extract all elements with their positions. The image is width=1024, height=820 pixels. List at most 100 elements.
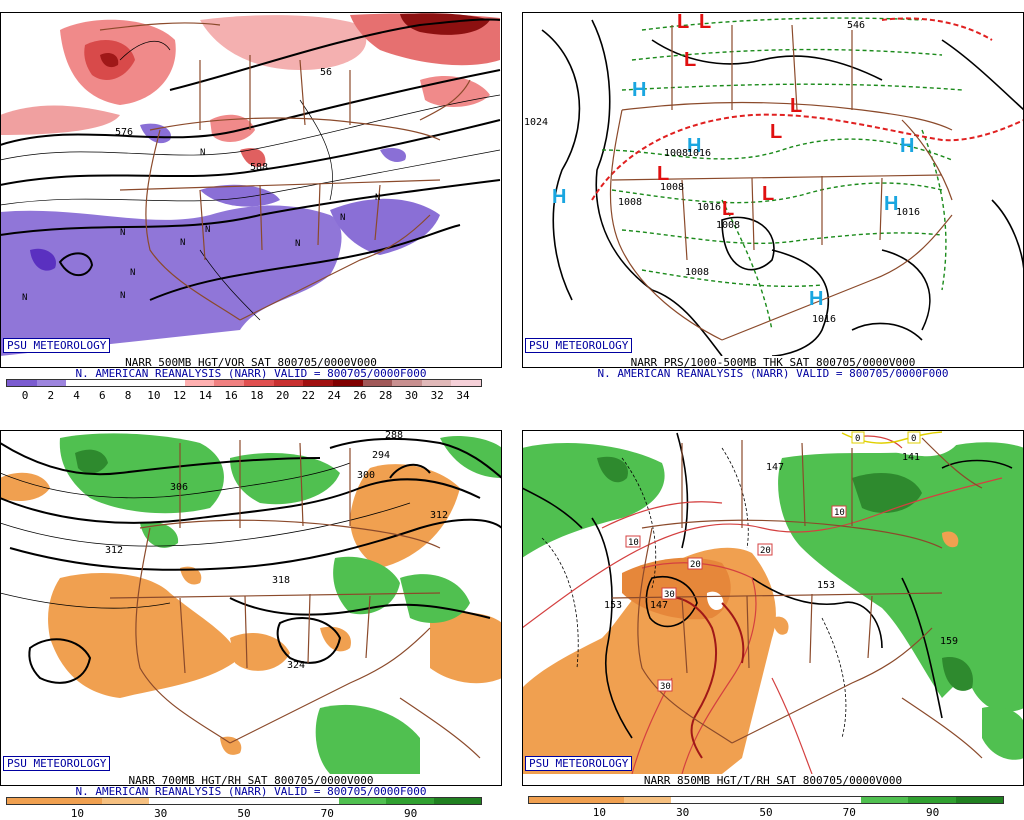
colorbar-tick-label: 50	[237, 807, 251, 820]
colorbar-swatch	[955, 797, 1004, 803]
high-pressure-label: H	[809, 288, 823, 310]
contour-label: 159	[940, 636, 958, 647]
colorbar-tick-label: 24	[327, 389, 341, 402]
temperature-label: 10	[834, 508, 845, 518]
colorbar-swatch	[303, 380, 333, 386]
colorbar-swatch	[291, 798, 339, 804]
temperature-label: 20	[690, 560, 701, 570]
colorbar-tick-label: 2	[47, 389, 55, 402]
colorbar	[6, 797, 482, 805]
colorbar-tick-label: 26	[353, 389, 367, 402]
contour-label: 147	[650, 600, 668, 611]
panel-subtitle: N. AMERICAN REANALYSIS (NARR) VALID = 80…	[75, 785, 427, 798]
colorbar-swatch	[214, 380, 244, 386]
colorbar-swatch	[155, 380, 185, 386]
colorbar-swatch	[184, 380, 215, 386]
colorbar-swatch	[813, 797, 861, 803]
svg-text:N: N	[200, 148, 205, 158]
colorbar-swatch	[125, 380, 156, 386]
colorbar-swatch	[860, 797, 909, 803]
panel-pressure-thickness: L L L L L L L L H H H H H H 1024 1008 10…	[522, 0, 1024, 400]
contour-label: 312	[105, 545, 123, 556]
contour-label: 324	[287, 660, 305, 671]
contour-label: 294	[372, 450, 390, 461]
contour-label: 147	[766, 462, 784, 473]
svg-text:N: N	[295, 239, 300, 249]
colorbar-tick-label: 10	[592, 806, 607, 819]
isobar-label: 1024	[524, 117, 548, 128]
contour-label: 153	[817, 580, 835, 591]
isobar-label: 1008	[618, 197, 642, 208]
high-pressure-label: H	[884, 193, 898, 215]
colorbar-swatch	[196, 798, 245, 804]
map-pressure: L L L L L L L L H H H H H H 1024 1008 10…	[522, 11, 1024, 356]
svg-text:N: N	[205, 225, 210, 235]
colorbar-swatch	[766, 797, 814, 803]
panel-title: NARR 700MB HGT/RH SAT 800705/0000V000	[128, 774, 374, 787]
contour-label: 576	[115, 127, 133, 138]
contour-label: 588	[250, 162, 268, 173]
panel-700mb-rh: 306 312 300 294 288 312 318 324 PSU METE…	[0, 418, 502, 820]
high-pressure-label: H	[687, 135, 701, 157]
colorbar-swatch	[362, 380, 393, 386]
high-pressure-label: H	[900, 135, 914, 157]
colorbar-tick-label: 50	[759, 806, 773, 819]
map-850mb: 147 141 153 159 153 147 10 20 20 30 30 1…	[522, 430, 1024, 774]
colorbar-tick-label: 70	[842, 806, 856, 819]
isobar-label: 1008	[685, 267, 709, 278]
thickness-label: 546	[847, 20, 865, 31]
colorbar-tick-label: 4	[73, 389, 80, 402]
map-700mb: 306 312 300 294 288 312 318 324	[0, 430, 502, 774]
contour-label: 288	[385, 430, 403, 441]
colorbar-tick-label: 10	[70, 807, 85, 820]
colorbar-tick-label: 30	[404, 389, 419, 402]
isobar-label: 1016	[896, 207, 920, 218]
colorbar-tick-label: 14	[198, 389, 212, 402]
svg-text:N: N	[180, 238, 185, 248]
contour-label: 306	[170, 482, 188, 493]
map-frame	[0, 12, 502, 368]
colorbar-swatch	[244, 380, 274, 386]
psu-meteorology-badge: PSU METEOROLOGY	[3, 338, 111, 353]
panel-title: NARR 500MB HGT/VOR SAT 800705/0000V000	[125, 356, 377, 369]
svg-text:N: N	[130, 268, 135, 278]
contour-label: 141	[902, 452, 920, 463]
colorbar-tick-label: 12	[172, 389, 187, 402]
colorbar-swatch	[433, 798, 482, 804]
contour-label: 153	[604, 600, 622, 611]
colorbar-swatch	[244, 798, 292, 804]
colorbar-swatch	[95, 380, 126, 386]
colorbar	[6, 379, 482, 387]
psu-meteorology-badge: PSU METEOROLOGY	[525, 338, 633, 353]
panel-500mb-vorticity: 576 56 588 N N N N N N N N N N PSU METEOROLOGY…	[0, 0, 502, 402]
colorbar-swatch	[576, 797, 624, 803]
map-frame	[0, 430, 502, 786]
low-pressure-label: L	[677, 11, 689, 33]
temperature-label: 0	[855, 434, 860, 444]
colorbar-tick-label: 30	[676, 806, 690, 819]
low-pressure-label: L	[790, 95, 802, 117]
colorbar	[528, 796, 1004, 804]
svg-text:N: N	[375, 193, 380, 203]
colorbar-swatch	[421, 380, 452, 386]
low-pressure-label: L	[722, 198, 734, 220]
low-pressure-label: L	[762, 183, 774, 205]
panel-subtitle: N. AMERICAN REANALYSIS (NARR) VALID = 80…	[597, 367, 949, 380]
psu-meteorology-badge: PSU METEOROLOGY	[3, 756, 111, 771]
isobar-label: 1016	[812, 314, 836, 325]
panel-850mb-temp-rh: 147 141 153 159 153 147 10 20 20 30 30 1…	[522, 418, 1024, 819]
svg-text:N: N	[340, 213, 345, 223]
colorbar-swatch	[718, 797, 767, 803]
isobar-label: 1008	[716, 220, 740, 231]
colorbar-tick-label: 90	[925, 806, 940, 819]
colorbar-swatch	[671, 797, 719, 803]
colorbar-tick-label: 20	[276, 389, 290, 402]
colorbar-swatch	[451, 380, 481, 386]
high-pressure-label: H	[552, 186, 566, 208]
colorbar-tick-label: 10	[147, 389, 161, 402]
contour-label: 300	[357, 470, 375, 481]
colorbar-swatch	[101, 798, 150, 804]
panel-subtitle: N. AMERICAN REANALYSIS (NARR) VALID = 80…	[75, 367, 427, 380]
colorbar-tick-label: 16	[224, 389, 238, 402]
colorbar-tick-label: 30	[154, 807, 168, 820]
